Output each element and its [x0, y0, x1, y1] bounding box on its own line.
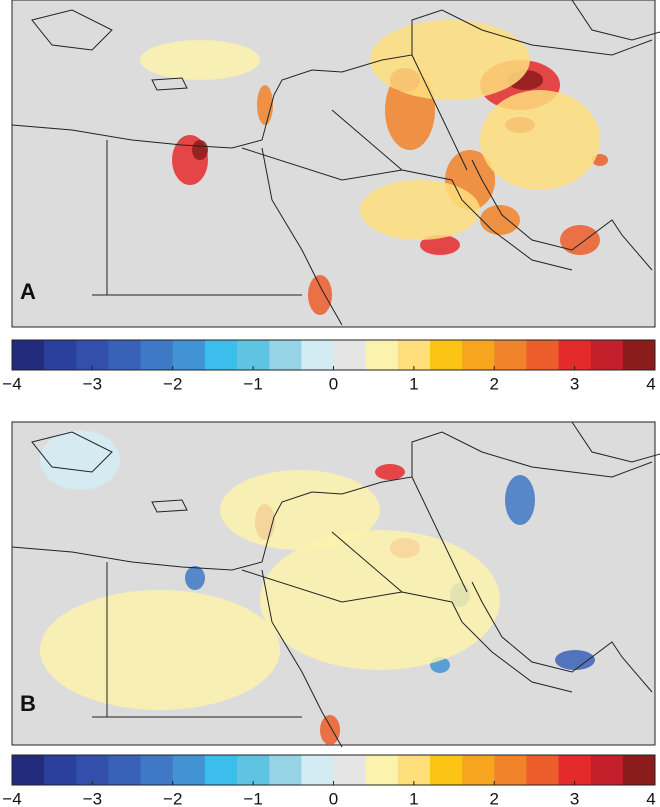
hotspot — [480, 205, 520, 235]
hotspot — [260, 530, 500, 670]
tick-label: −2 — [163, 789, 182, 807]
tick-label: −4 — [2, 789, 21, 807]
colorbar-swatch — [12, 340, 45, 370]
colorbar-swatch — [558, 755, 592, 785]
colorbar-swatch — [558, 340, 592, 370]
tick-label: 0 — [329, 789, 338, 807]
hotspot — [220, 470, 380, 550]
colorbar-swatch — [44, 340, 77, 370]
colorbar-swatch — [237, 755, 270, 785]
colorbar-swatch — [44, 755, 77, 785]
colorbar-swatch — [397, 755, 431, 785]
colorbar-swatch — [333, 340, 367, 370]
tick-label: −1 — [243, 374, 262, 393]
colorbar-swatch — [204, 755, 238, 785]
colorbar-swatch — [269, 340, 302, 370]
colorbar-swatch — [172, 755, 206, 785]
hotspot — [360, 180, 480, 240]
colorbar-swatch — [526, 340, 560, 370]
colorbar-swatch — [462, 340, 495, 370]
map-panel-b — [11, 421, 660, 748]
colorbar-swatch — [108, 340, 142, 370]
colorbar-swatch — [108, 755, 142, 785]
colorbar-swatch — [462, 755, 495, 785]
hotspot — [192, 140, 208, 160]
colorbar-swatch — [140, 755, 174, 785]
colorbar-swatch — [526, 755, 560, 785]
tick-label: 4 — [646, 374, 655, 393]
colorbar-swatch — [365, 755, 399, 785]
colorbar-swatch — [429, 755, 463, 785]
hotspot — [308, 275, 332, 315]
tick-label: −3 — [83, 374, 102, 393]
colorbar-swatch — [365, 340, 399, 370]
panel-label: A — [20, 279, 36, 304]
tick-label: 2 — [490, 789, 499, 807]
colorbar: −4 −3 −2 −1 0 1 2 3 4 — [2, 339, 656, 393]
colorbar-swatch — [590, 755, 624, 785]
panel-label: B — [20, 691, 36, 716]
hotspot — [420, 235, 460, 255]
hotspot — [560, 225, 600, 255]
hotspot — [370, 20, 530, 100]
colorbar-swatch — [590, 340, 624, 370]
hotspot — [375, 464, 405, 480]
hotspot — [480, 90, 600, 190]
colorbar-swatch — [622, 340, 656, 370]
colorbar-swatch — [494, 340, 527, 370]
hotspot — [40, 590, 280, 710]
tick-label: 4 — [646, 789, 655, 807]
colorbar-swatch — [494, 755, 527, 785]
colorbar-swatch — [172, 340, 206, 370]
colorbar-swatch — [76, 340, 109, 370]
tick-label: −2 — [163, 374, 182, 393]
tick-label: 3 — [570, 789, 579, 807]
colorbar-swatch — [204, 340, 238, 370]
colorbar-swatch — [12, 755, 45, 785]
colorbar: −4 −3 −2 −1 0 1 2 3 4 — [2, 754, 656, 807]
hotspot — [505, 475, 535, 525]
hotspot — [320, 715, 340, 745]
colorbar-swatch — [429, 340, 463, 370]
tick-label: −1 — [243, 789, 262, 807]
tick-label: 2 — [490, 374, 499, 393]
tick-label: 1 — [409, 374, 418, 393]
tick-label: −4 — [2, 374, 21, 393]
hotspot — [140, 40, 260, 80]
tick-label: 1 — [409, 789, 418, 807]
tick-label: 3 — [570, 374, 579, 393]
colorbar-swatch — [333, 755, 367, 785]
hotspot — [555, 650, 595, 670]
colorbar-swatch — [269, 755, 302, 785]
hotspot — [40, 430, 120, 490]
colorbar-swatch — [301, 340, 334, 370]
tick-label: −3 — [83, 789, 102, 807]
colorbar-swatch — [622, 755, 656, 785]
colorbar-swatch — [140, 340, 174, 370]
colorbar-swatch — [397, 340, 431, 370]
colorbar-swatch — [76, 755, 109, 785]
hotspot — [185, 566, 205, 590]
map-panel-a — [11, 0, 660, 328]
hotspot — [257, 85, 273, 125]
colorbar-swatch — [237, 340, 270, 370]
tick-label: 0 — [329, 374, 338, 393]
colorbar-swatch — [301, 755, 334, 785]
